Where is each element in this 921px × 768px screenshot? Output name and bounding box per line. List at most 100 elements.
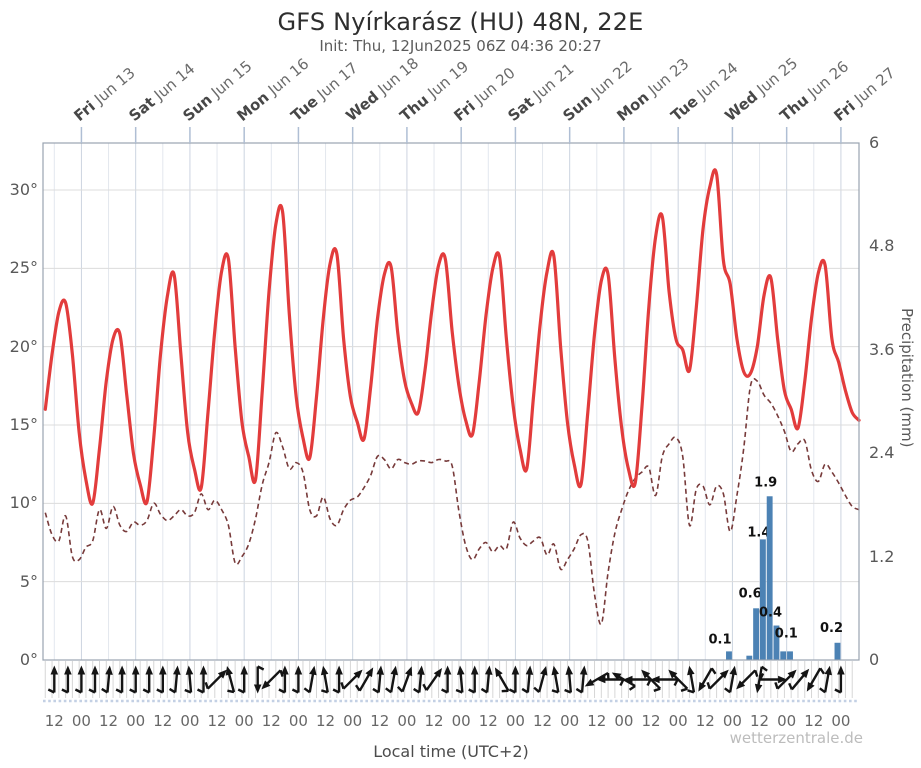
precip-bar [787,651,793,660]
wind-arrow [480,665,493,694]
wind-arrow [142,665,153,694]
wind-arrow-head [650,675,660,684]
wind-arrow-head [687,665,695,676]
wind-arrow [441,665,452,694]
wind-arrow-head [50,665,59,675]
wind-arrow [340,669,363,690]
wind-arrow [736,669,759,690]
hour-label-12: 12 [99,712,119,730]
wind-arrow [303,665,317,694]
precip-bar [834,642,841,660]
wind-arrow [596,675,625,687]
wind-arrow [115,665,126,694]
precip-bar [746,655,753,660]
wind-arrow-head [199,665,208,675]
hour-label-00: 00 [560,712,580,730]
wind-arrow [47,665,59,694]
precip-bar [759,539,766,660]
wind-arrow [168,665,181,694]
wind-arrow-head [584,678,595,687]
wind-arrow-head [365,667,374,678]
hour-label-12: 12 [153,712,173,730]
wind-arrow [385,665,399,694]
wind-arrow [819,665,833,694]
hour-label-00: 00 [343,712,363,730]
wind-arrow [774,669,797,690]
wind-arrow-head [484,665,493,675]
wind-arrow [422,668,443,691]
wind-arrow [494,667,510,693]
wind-arrow [184,665,194,694]
wind-arrow [156,665,167,694]
wind-arrow [533,665,548,693]
hour-label-12: 12 [44,712,64,730]
wind-arrow-head [309,665,317,676]
wind-arrow [320,665,329,694]
precip-bar [753,608,760,660]
wind-arrow-head [240,665,248,675]
wind-arrow [508,665,520,694]
hour-label-00: 00 [722,712,742,730]
wind-arrow [196,665,208,694]
hour-label-00: 00 [451,712,471,730]
hour-label-12: 12 [532,712,553,730]
precipitation-tick-label: 4.8 [869,236,895,256]
wind-arrow [668,669,689,692]
wind-arrow-head [525,665,534,675]
wind-arrow-head [494,667,503,678]
hour-label-12: 12 [695,712,715,730]
wind-arrow [372,665,385,694]
wind-arrow [788,668,810,691]
temperature-tick-label: 25° [9,258,38,278]
hour-label-00: 00 [234,712,254,730]
plot-frame [42,142,860,661]
wind-arrow-head [261,680,271,690]
wind-arrow-head [596,675,606,684]
wind-arrow [204,669,227,690]
hour-label-12: 12 [804,712,824,730]
wind-arrow-head [698,681,707,692]
dewpoint-curve [44,377,860,626]
wind-arrow [253,665,265,694]
wind-arrow [101,665,113,694]
wind-arrow-head [91,665,99,675]
wind-arrow-head [729,665,738,676]
wind-arrow [355,667,374,692]
wind-arrow [641,669,662,692]
wind-arrow-head [225,665,233,676]
wind-arrow-head [353,669,363,679]
wind-arrow [584,671,610,687]
wind-arrow-head [185,665,194,675]
wind-arrow [129,665,140,694]
init-subtitle: Init: Thu, 12Jun2025 06Z 04:36 20:27 [319,37,602,55]
wind-arrow-head [159,665,167,675]
wind-arrow [551,665,560,694]
wind-arrow [623,675,652,687]
wind-arrow-shaft [422,669,442,691]
hour-label-12: 12 [749,712,770,730]
precip-value-label: 0.1 [775,626,798,641]
wind-arrow-head [64,665,72,675]
precip-value-label: 0.2 [820,621,843,636]
wind-arrow-head [253,684,262,694]
precipitation-tick-label: 2.4 [869,443,895,463]
wind-arrow-head [540,665,548,676]
wind-arrow-head [77,665,86,675]
wind-arrow-head [824,665,833,676]
hour-label-00: 00 [505,712,525,730]
wind-arrow-head [376,665,385,675]
temperature-tick-label: 30° [9,180,38,199]
wind-arrow [291,665,303,694]
page-title: GFS Nyírkarász (HU) 48N, 22E [277,8,644,36]
wind-arrow [698,667,717,692]
wind-arrow-head [551,665,559,676]
precip-bar [766,496,773,660]
wind-arrow [74,665,86,694]
wind-arrow-head [778,675,788,684]
x-axis-title: Local time (UTC+2) [373,742,529,761]
hour-label-12: 12 [587,712,607,730]
wind-arrow [455,665,465,694]
precipitation-tick-label: 6 [869,133,880,152]
